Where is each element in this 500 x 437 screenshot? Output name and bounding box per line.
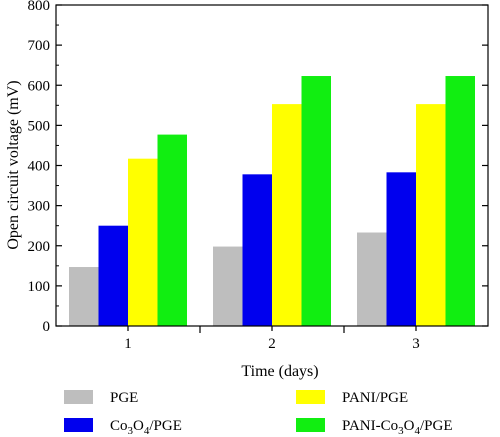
x-tick-label: 3 [412, 336, 420, 352]
axes-layer: 0 100 200 300 400 500 600 700 800 1 2 3 [28, 0, 489, 352]
x-axis-title: Time (days) [241, 363, 318, 380]
bar-pani-pge-day-3 [416, 104, 446, 326]
bar-co3o4-pge-day-3 [386, 172, 416, 326]
legend-label: PANI/PGE [342, 390, 408, 406]
legend: PGE PANI/PGE Co3O4/PGE PANI-Co3O4/PGE [64, 390, 453, 437]
y-tick-label: 800 [28, 0, 51, 14]
bar-pani-pge-day-1 [128, 158, 158, 326]
bar-pge-day-2 [213, 246, 243, 326]
bar-pge-day-1 [69, 267, 99, 326]
bar-co3o4-pge-day-1 [98, 225, 128, 326]
legend-swatch-pani-co3o4-pge [296, 418, 325, 432]
y-tick-label: 500 [28, 118, 51, 134]
y-tick-label: 300 [28, 199, 51, 215]
y-tick-label: 400 [28, 159, 51, 175]
bar-pani-co3o4-pge-day-3 [445, 76, 475, 327]
y-tick-label: 600 [28, 78, 51, 94]
y-tick-label: 700 [28, 38, 51, 54]
bar-pani-co3o4-pge-day-1 [157, 134, 187, 326]
y-tick-label: 100 [28, 279, 51, 295]
legend-label: PGE [110, 390, 138, 406]
bars-layer [69, 76, 475, 327]
y-axis-title: Open circuit voltage (mV) [5, 80, 22, 249]
legend-label: Co3O4/PGE [110, 418, 182, 437]
x-tick-label: 2 [268, 336, 276, 352]
bar-pani-co3o4-pge-day-2 [301, 76, 331, 327]
y-tick-label: 0 [43, 319, 51, 335]
bar-pani-pge-day-2 [272, 104, 302, 326]
legend-swatch-co3o4-pge [64, 418, 93, 432]
x-tick-label: 1 [124, 336, 132, 352]
y-tick-label: 200 [28, 239, 51, 255]
legend-swatch-pge [64, 390, 93, 404]
bar-pge-day-3 [357, 232, 387, 326]
bar-co3o4-pge-day-2 [242, 174, 272, 326]
legend-label: PANI-Co3O4/PGE [342, 418, 453, 437]
legend-swatch-pani-pge [296, 390, 325, 404]
